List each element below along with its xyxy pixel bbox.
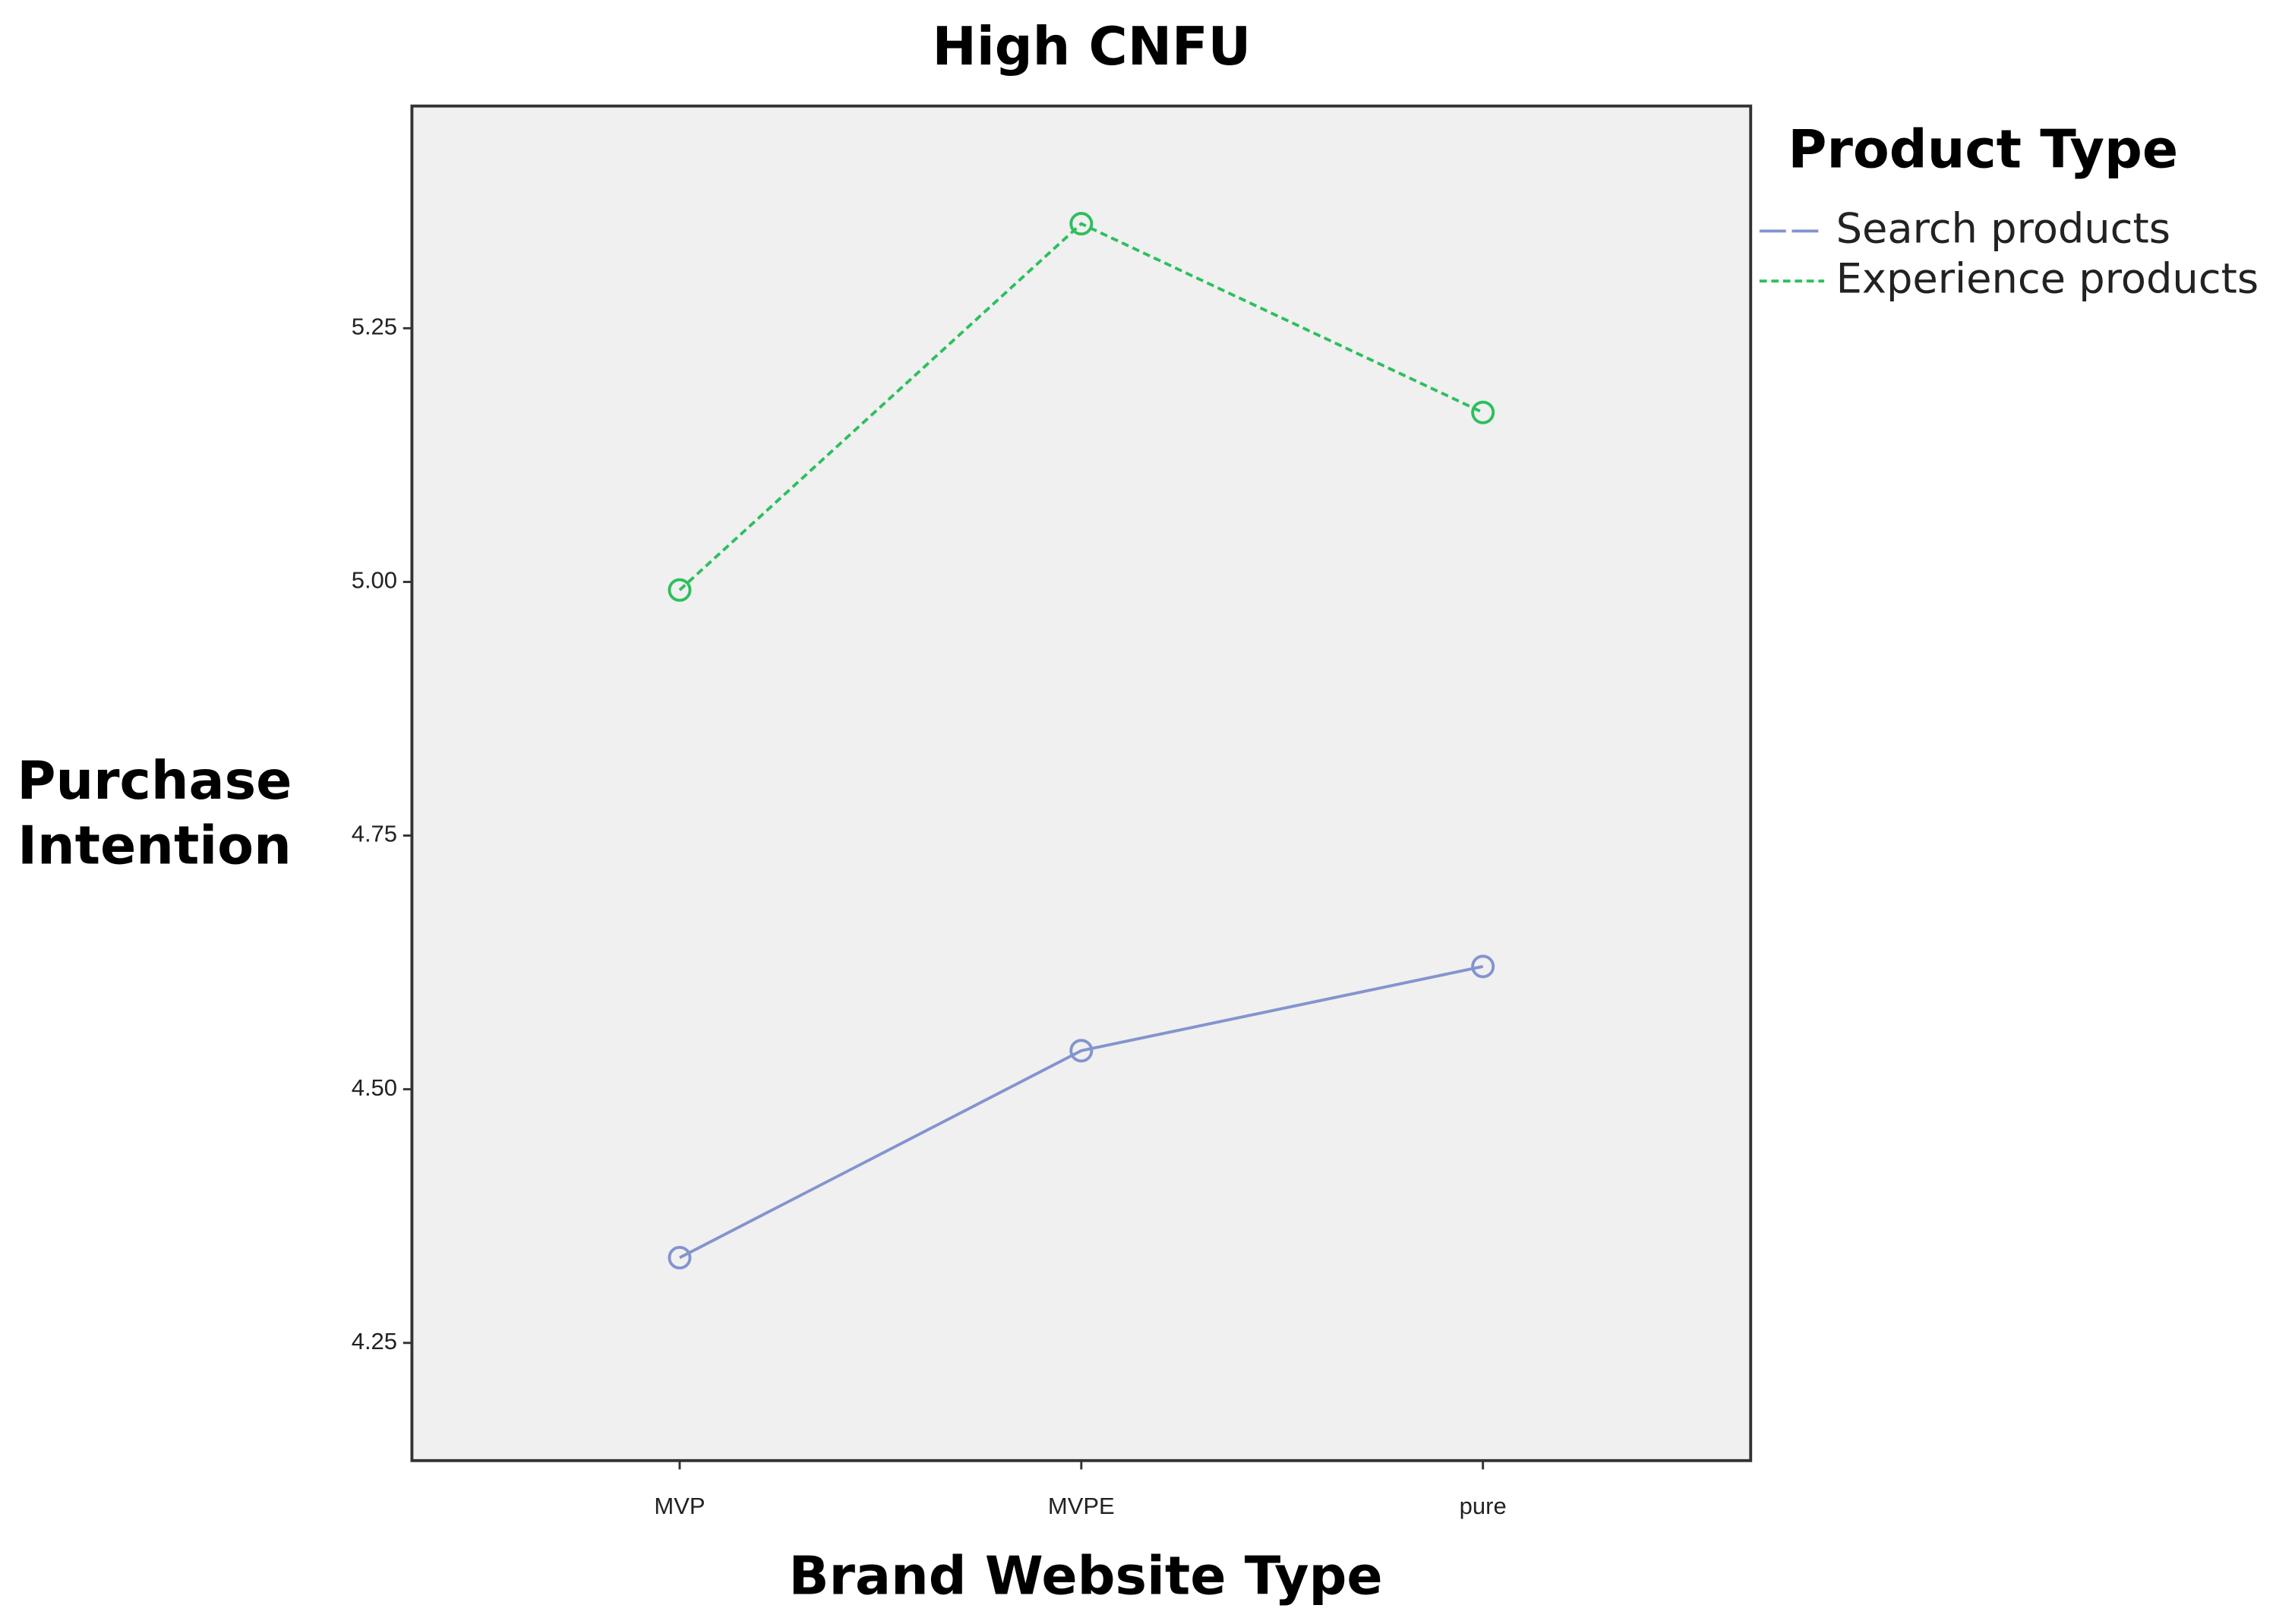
x-tick-label: pure (1460, 1493, 1507, 1519)
chart-title: High CNFU (932, 16, 1251, 77)
y-axis-title: Purchase Intention (17, 752, 292, 877)
x-tick-label: MVP (654, 1493, 705, 1519)
legend-title: Product Type (1788, 119, 2178, 181)
y-tick-label: 4.75 (352, 821, 397, 847)
point-marker (668, 578, 692, 602)
x-axis-title: Brand Website Type (789, 1546, 1383, 1607)
y-tick-label: 4.25 (352, 1328, 397, 1354)
series-line (678, 222, 1484, 591)
x-tick-label: MVPE (1048, 1493, 1115, 1519)
point-marker (1069, 212, 1094, 236)
y-tick-label: 5.00 (352, 567, 397, 594)
plot-area (410, 104, 1753, 1462)
legend-label: Search products (1836, 204, 2170, 252)
series-line (679, 965, 1484, 1260)
y-tick-label: 4.50 (352, 1074, 397, 1101)
point-marker (1069, 1039, 1094, 1063)
legend-label: Experience products (1836, 254, 2259, 302)
y-tick-label: 5.25 (352, 314, 397, 340)
point-marker (1471, 954, 1495, 979)
point-marker (668, 1246, 692, 1270)
point-marker (1471, 400, 1495, 424)
y-axis-title-text: Purchase Intention (17, 752, 292, 877)
